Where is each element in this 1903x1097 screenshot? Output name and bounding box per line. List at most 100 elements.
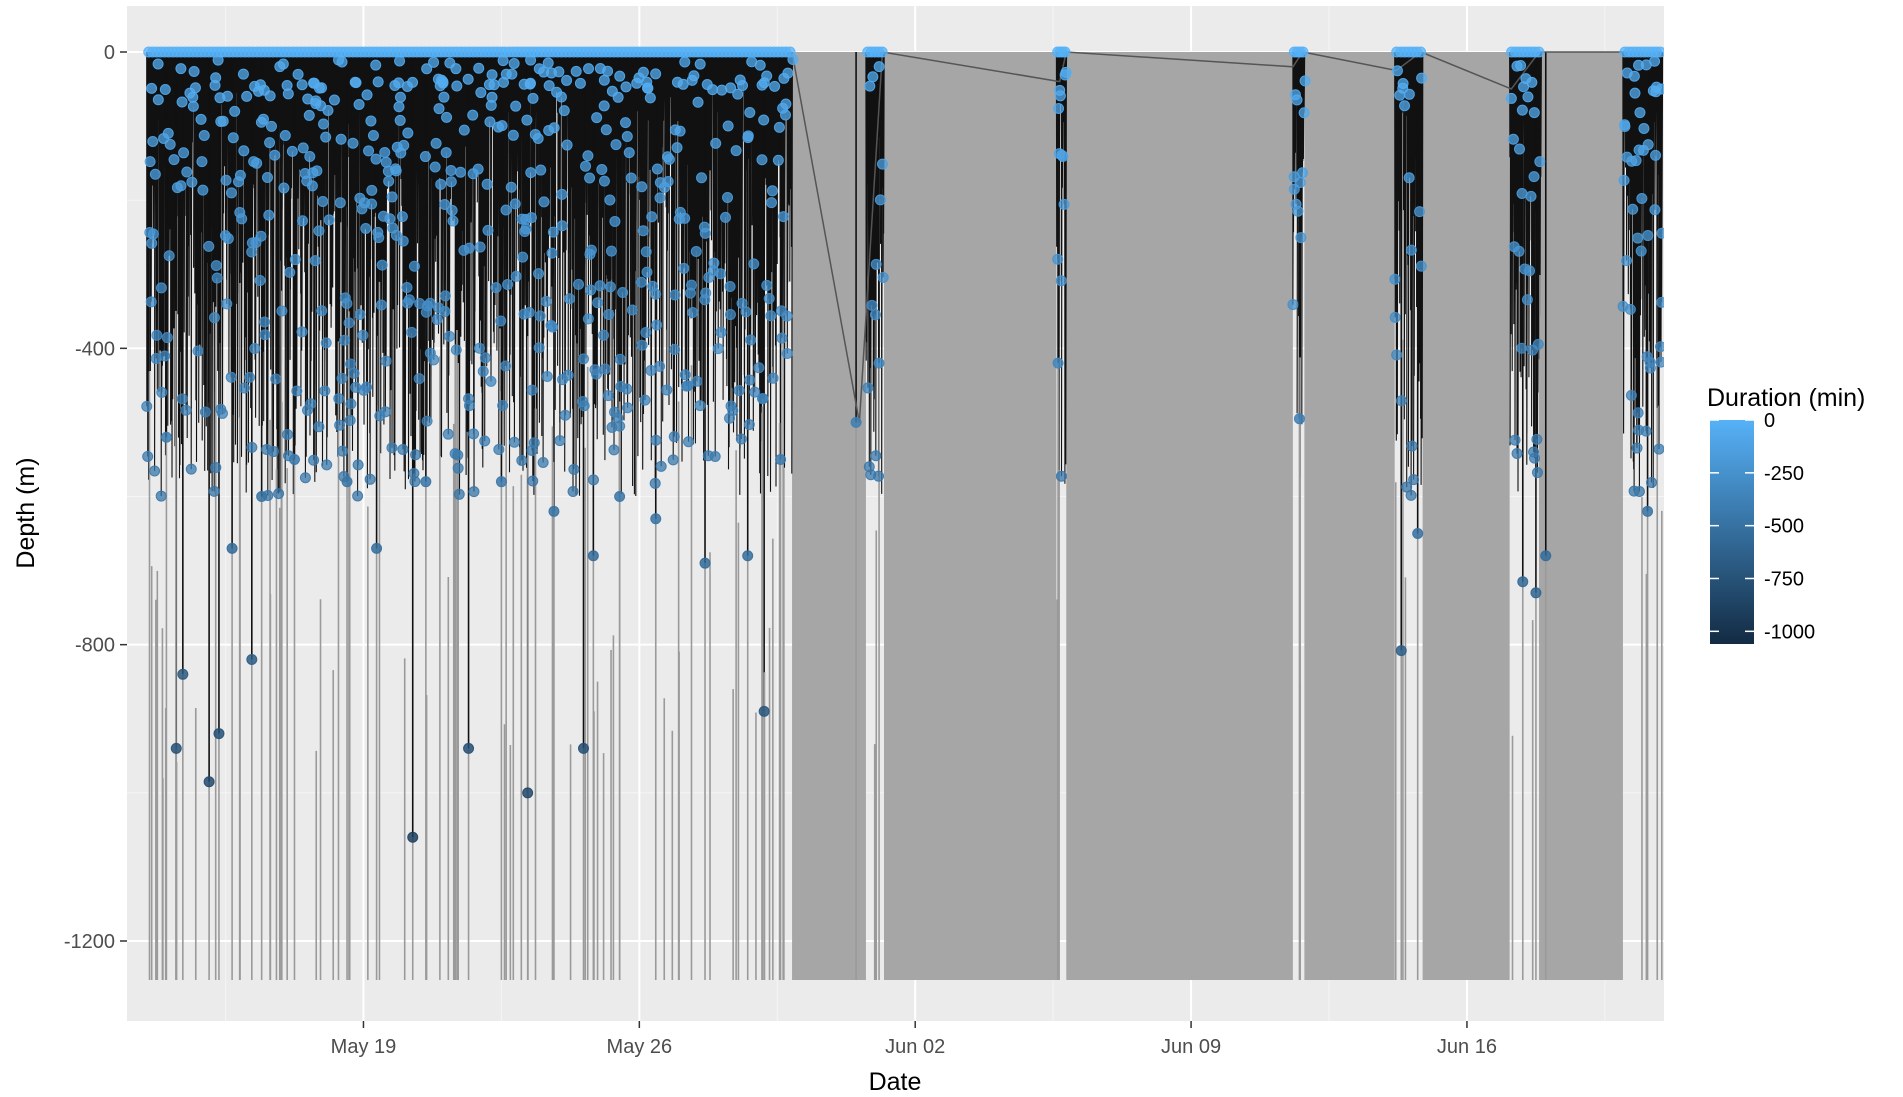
dive-point: [559, 106, 569, 116]
dive-point: [581, 161, 591, 171]
dive-point: [541, 296, 551, 306]
dive-point: [688, 307, 698, 317]
dive-point: [187, 177, 197, 187]
dive-point: [480, 353, 490, 363]
dive-point: [1521, 74, 1531, 84]
dive-point: [534, 343, 544, 353]
dive-point: [307, 181, 317, 191]
dive-point: [1620, 121, 1630, 131]
dive-point: [1639, 123, 1649, 133]
dive-point: [1512, 448, 1522, 458]
dive-point: [293, 69, 303, 79]
dive-point: [1535, 157, 1545, 167]
dive-point: [156, 283, 166, 293]
dive-point: [1514, 246, 1524, 256]
dive-point: [346, 399, 356, 409]
dive-point: [583, 151, 593, 161]
dive-point: [402, 283, 412, 293]
dive-point: [1533, 339, 1543, 349]
dive-point: [163, 128, 173, 138]
dive-point: [1637, 194, 1647, 204]
dive-point: [601, 125, 611, 135]
dive-point: [877, 159, 887, 169]
dive-point: [599, 176, 609, 186]
deep-dive-point: [1518, 577, 1528, 587]
dive-point: [439, 92, 449, 102]
dive-point: [1295, 177, 1305, 187]
deep-dive-point: [579, 743, 589, 753]
dive-point: [452, 81, 462, 91]
dive-point: [695, 401, 705, 411]
dive-point: [565, 294, 575, 304]
dive-point: [1628, 204, 1638, 214]
dive-point: [270, 150, 280, 160]
dive-point: [716, 269, 726, 279]
dive-point: [453, 463, 463, 473]
dive-point: [440, 306, 450, 316]
dive-point: [764, 294, 774, 304]
dive-point: [1632, 443, 1642, 453]
dive-point: [156, 491, 166, 501]
dive-point: [548, 322, 558, 332]
dive-point: [1054, 103, 1064, 113]
dive-point: [320, 386, 330, 396]
dive-point: [603, 391, 613, 401]
dive-point: [318, 197, 328, 207]
dive-point: [374, 233, 384, 243]
dive-point: [1523, 92, 1533, 102]
dive-point: [265, 138, 275, 148]
dive-point: [1060, 47, 1070, 57]
dive-point: [487, 70, 497, 80]
dive-point: [655, 361, 665, 371]
dive-point: [1397, 396, 1407, 406]
deep-dive-point: [549, 506, 559, 516]
dive-point: [710, 451, 720, 461]
dive-point: [371, 154, 381, 164]
dive-point: [723, 192, 733, 202]
dive-point: [586, 245, 596, 255]
dive-point: [204, 241, 214, 251]
deep-dive-point: [851, 417, 861, 427]
dive-point: [483, 225, 493, 235]
dive-point: [1532, 468, 1542, 478]
dive-point: [538, 457, 548, 467]
dive-point: [745, 107, 755, 117]
x-tick-label: Jun 16: [1437, 1036, 1497, 1058]
dive-point: [367, 185, 377, 195]
dive-point: [1392, 66, 1402, 76]
dive-point: [358, 330, 368, 340]
dive-point: [547, 248, 557, 258]
dive-point: [384, 176, 394, 186]
dive-point: [1056, 471, 1066, 481]
dive-point: [337, 57, 347, 67]
dive-point: [342, 298, 352, 308]
dive-point: [385, 214, 395, 224]
dive-point: [642, 267, 652, 277]
dive-point: [783, 68, 793, 78]
dive-point: [283, 89, 293, 99]
dive-point: [663, 176, 673, 186]
dive-point: [211, 261, 221, 271]
dive-point: [503, 280, 513, 290]
dive-point: [526, 168, 536, 178]
dive-point: [337, 373, 347, 383]
dive-point: [1650, 205, 1660, 215]
dive-point: [1517, 343, 1527, 353]
deep-dive-point: [342, 477, 352, 487]
dive-point: [878, 272, 888, 282]
dive-point: [664, 154, 674, 164]
dive-point: [615, 421, 625, 431]
dive-point: [534, 269, 544, 279]
dive-point: [312, 166, 322, 176]
deep-dive-point: [759, 706, 769, 716]
deep-dive-point: [588, 551, 598, 561]
dive-point: [362, 90, 372, 100]
dive-point: [1655, 47, 1665, 57]
dive-point: [310, 256, 320, 266]
dive-point: [200, 407, 210, 417]
dive-point: [615, 71, 625, 81]
dive-point: [179, 148, 189, 158]
dive-point: [557, 189, 567, 199]
dive-point: [199, 131, 209, 141]
dive-point: [1657, 297, 1667, 307]
